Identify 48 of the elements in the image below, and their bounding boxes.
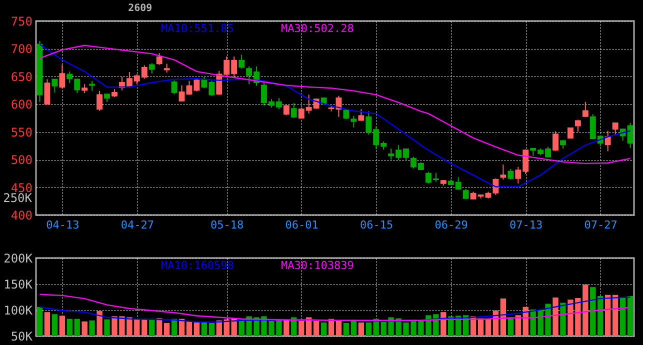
y-tick-label: 400 — [10, 208, 32, 222]
candlestick — [171, 80, 178, 95]
chart-title: 2609 — [128, 3, 152, 14]
y-tick-label: 600 — [10, 98, 32, 112]
candlestick — [156, 52, 162, 66]
x-tick-label: 07-13 — [510, 218, 543, 232]
x-tick-label: 06-15 — [360, 218, 394, 232]
candlestick — [52, 78, 58, 94]
candlestick — [358, 108, 364, 122]
line-series — [39, 44, 631, 164]
candlestick — [500, 164, 506, 180]
y-tick-label: 200K — [4, 252, 34, 266]
x-tick-label: 04-13 — [46, 218, 80, 232]
candlestick — [238, 54, 245, 70]
text: MA10:160598 — [161, 259, 234, 272]
y-tick-label: 550 — [10, 125, 32, 140]
text: MA30:103839 — [281, 259, 354, 272]
text: MA10:551.85 — [161, 22, 234, 35]
candlestick — [604, 130, 611, 152]
candlestick — [283, 104, 290, 116]
candlestick — [552, 130, 558, 152]
candlestick — [462, 188, 469, 200]
text: MA30:502.28 — [281, 22, 354, 35]
candlestick — [148, 62, 155, 74]
y-tick-label: 500 — [10, 153, 32, 168]
candlestick — [290, 102, 297, 118]
candlestick — [178, 84, 185, 102]
candlestick — [44, 78, 50, 105]
y-tick-label: 700 — [10, 42, 32, 56]
candlestick — [59, 64, 66, 90]
candlestick — [89, 80, 96, 92]
candlestick — [582, 101, 588, 118]
text: 250K — [3, 191, 33, 205]
y-tick-label: 50K — [10, 330, 34, 344]
y-tick-label: 750 — [10, 14, 32, 28]
candlestick — [350, 115, 357, 128]
x-tick-label: 06-01 — [285, 218, 318, 232]
candlestick — [508, 168, 514, 180]
candlestick — [574, 119, 581, 132]
x-tick-label: 05-18 — [210, 218, 244, 232]
x-tick-label: 07-27 — [584, 218, 618, 232]
candlestick — [612, 122, 618, 136]
x-tick-label: 04-27 — [120, 218, 154, 232]
y-tick-label: 650 — [10, 70, 32, 84]
x-tick-label: 06-29 — [434, 218, 468, 232]
candlestick — [96, 90, 103, 112]
y-tick-label: 100K — [4, 304, 34, 318]
y-tick-label: 150K — [4, 278, 34, 292]
